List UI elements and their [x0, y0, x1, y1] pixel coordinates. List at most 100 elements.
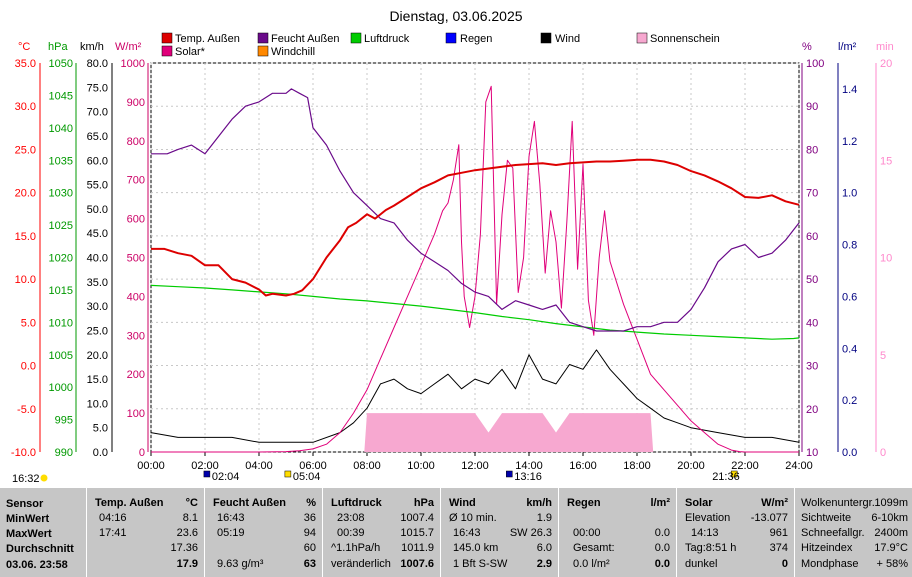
legend-label-sun: Sonnenschein	[650, 33, 720, 45]
solar-tick-label: 200	[127, 369, 145, 381]
wind-tick-label: 15.0	[87, 374, 108, 386]
series-wind	[150, 349, 800, 443]
pressure-tick-label: 1000	[49, 382, 73, 394]
stats-solar-col: Solar W/m² Elevation -13.077 14:13 961 T…	[676, 488, 794, 577]
sensor-label: Sensor	[6, 498, 44, 510]
pressure-tick-label: 1005	[49, 350, 73, 362]
legend-label-rain: Regen	[460, 33, 492, 45]
max-label: MaxWert	[6, 528, 52, 540]
temp-tick-label: 25.0	[15, 144, 36, 156]
rain-tick-label: 0.8	[842, 240, 857, 252]
press-header: Luftdruck	[331, 497, 382, 509]
press-trend: ^1.1hPa/h	[331, 542, 381, 554]
x-tick-label: 16:00	[569, 460, 597, 472]
unit-wind: km/h	[80, 41, 104, 53]
wind-tick-label: 45.0	[87, 228, 108, 240]
temp-tick-label: 35.0	[15, 58, 36, 70]
legend-label-solar: Solar*	[175, 46, 206, 58]
rain-now: 0.0	[654, 558, 670, 570]
chart-title: Dienstag, 03.06.2025	[389, 8, 522, 24]
pressure-tick-label: 1050	[49, 58, 73, 70]
unit-pressure: hPa	[48, 41, 68, 53]
corner-time-label: 16:32	[12, 473, 40, 485]
hum-unit: %	[306, 497, 316, 509]
hum-min-time: 16:43	[217, 512, 245, 524]
extra-val-1: 6-10km	[871, 512, 908, 524]
legend-swatch-pressure	[350, 32, 362, 44]
unit-solar: W/m²	[115, 41, 142, 53]
pressure-tick-label: 1025	[49, 220, 73, 232]
legend-swatch-wind	[540, 32, 552, 44]
wind-r1-val: 1.9	[536, 512, 552, 524]
wind-r2-time: 16:43	[453, 527, 481, 539]
solar-r2-val: 961	[769, 527, 788, 539]
event-marker-icon	[506, 470, 513, 478]
rain-r2-time: 00:00	[573, 527, 601, 539]
wind-r3-val: 6.0	[536, 542, 552, 554]
now-label: 03.06. 23:58	[6, 559, 68, 571]
wind-tick-label: 30.0	[87, 301, 108, 313]
solar-unit: W/m²	[761, 497, 788, 509]
wind-tick-label: 75.0	[87, 82, 108, 94]
extra-label-1: Sichtweite	[801, 512, 852, 524]
stats-wind-col: Wind km/h Ø 10 min. 1.9 16:43 SW 26.3 14…	[440, 488, 558, 577]
x-tick-label: 08:00	[353, 460, 381, 472]
wind-tick-label: 65.0	[87, 131, 108, 143]
avg-label: Durchschnitt	[6, 543, 74, 555]
temp-tick-label: -10.0	[11, 447, 36, 459]
x-tick-label: 10:00	[407, 460, 435, 472]
rain-tick-label: 1.4	[842, 84, 857, 96]
solar-r2-time: 14:13	[691, 527, 719, 539]
solar-tick-label: 800	[127, 136, 145, 148]
unit-temp: °C	[18, 41, 30, 53]
event-markers: 02:04 05:04 13:16 21:36	[203, 470, 740, 483]
solar-r1-label: Elevation	[685, 512, 731, 524]
stats-hum-col: Feucht Außen % 16:43 36 05:19 94 60 9.63…	[204, 488, 322, 577]
rain-tick-label: 0.4	[842, 343, 857, 355]
legend-swatch-humidity	[257, 32, 269, 44]
wind-header: Wind	[449, 497, 476, 509]
rain-r3-label: Gesamt:	[573, 542, 615, 554]
legend-swatch-sun	[636, 32, 648, 44]
solar-tick-label: 100	[127, 408, 145, 420]
pressure-tick-label: 1045	[49, 90, 73, 102]
press-now: 1007.6	[400, 558, 434, 570]
humidity-tick-label: 100	[806, 58, 824, 70]
humidity-tick-label: 20	[806, 404, 818, 416]
stats-press-col: Luftdruck hPa 23:08 1007.4 00:39 1015.7 …	[322, 488, 440, 577]
x-tick-label: 18:00	[623, 460, 651, 472]
humidity-tick-label: 60	[806, 231, 818, 243]
hum-header: Feucht Außen	[213, 497, 286, 509]
rain-unit: l/m²	[650, 497, 670, 509]
extra-val-3: 17.9°C	[874, 542, 908, 554]
pressure-tick-label: 1015	[49, 285, 73, 297]
axes: 00:00 02:00 04:00 06:00 08:00 10:00 12:00 14:00…	[11, 58, 892, 472]
event-marker-label: 21:36	[712, 471, 740, 483]
press-min-time: 23:08	[337, 512, 365, 524]
humidity-tick-label: 80	[806, 144, 818, 156]
legend-swatch-temp	[161, 32, 173, 44]
event-marker-icon	[203, 470, 211, 478]
temp-max-val: 23.6	[176, 527, 198, 539]
event-marker-icon	[730, 470, 738, 478]
temp-tick-label: 15.0	[15, 231, 36, 243]
wind-unit: km/h	[526, 497, 552, 509]
legend-label-wind: Wind	[555, 33, 580, 45]
sun-icon-corner	[40, 474, 48, 482]
press-max-val: 1015.7	[400, 527, 434, 539]
event-marker-icon	[284, 470, 292, 478]
wind-tick-label: 55.0	[87, 180, 108, 192]
humidity-tick-label: 40	[806, 317, 818, 329]
solar-header: Solar	[685, 497, 713, 509]
hum-max-val: 94	[303, 527, 316, 539]
wind-now: 2.9	[536, 558, 552, 570]
solar-now: 0	[781, 558, 788, 570]
sun-tick-label: 10	[880, 253, 892, 265]
stats-labels-col: Sensor MinWert MaxWert Durchschnitt 03.0…	[0, 488, 86, 577]
sun-tick-label: 20	[880, 58, 892, 70]
solar-r4-label: dunkel	[685, 558, 718, 570]
solar-tick-label: 700	[127, 175, 145, 187]
series-temp	[151, 158, 800, 297]
weather-chart: Dienstag, 03.06.2025 Temp. Außen Feucht …	[11, 8, 894, 485]
x-tick-label: 02:00	[191, 460, 219, 472]
